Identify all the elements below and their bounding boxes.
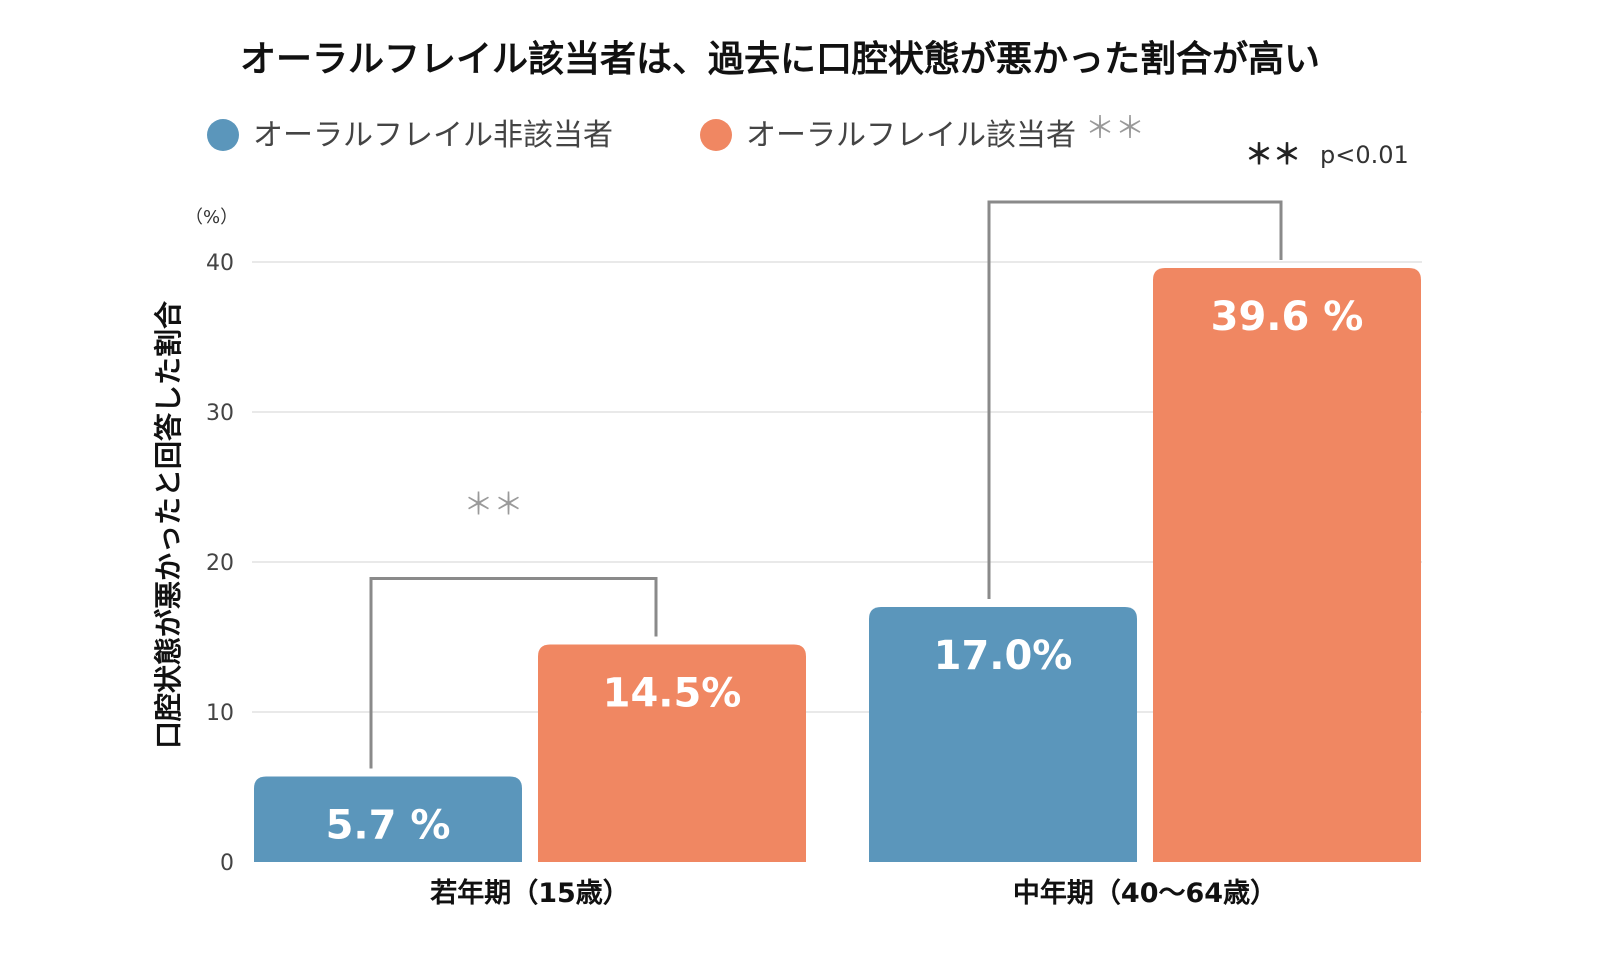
- legend-label-frail: オーラルフレイル該当者: [746, 118, 1076, 153]
- x-axis-categories: 若年期（15歳） 中年期（40〜64歳）: [430, 877, 1277, 909]
- x-category-label: 若年期（15歳）: [430, 877, 630, 909]
- data-label: 5.7 %: [326, 803, 451, 849]
- significance-mark: ＊＊: [464, 488, 524, 523]
- data-label: 14.5%: [603, 671, 742, 717]
- data-label: 17.0%: [934, 633, 1073, 679]
- legend-marker-frail: [700, 119, 732, 151]
- chart-title: オーラルフレイル該当者は、過去に口腔状態が悪かった割合が高い: [240, 39, 1320, 80]
- bar: [1153, 268, 1421, 862]
- y-axis-label: 口腔状態が悪かったと回答した割合: [152, 300, 185, 749]
- significance-brackets: ＊＊ ＊＊: [369, 111, 1283, 769]
- significance-mark: ＊＊: [1085, 111, 1145, 146]
- x-category-label: 中年期（40〜64歳）: [1013, 877, 1277, 909]
- y-tick-label: 30: [206, 401, 234, 426]
- bar: [538, 644, 806, 862]
- legend-marker-non-frail: [207, 119, 239, 151]
- legend-label-non-frail: オーラルフレイル非該当者: [253, 118, 613, 153]
- significance-note-mark: ＊＊: [1245, 138, 1301, 171]
- y-axis-ticks: 0 10 20 30 40: [206, 251, 234, 876]
- significance-bracket: [369, 577, 658, 769]
- y-tick-label: 20: [206, 551, 234, 576]
- y-tick-label: 10: [206, 701, 234, 726]
- y-tick-label: 40: [206, 251, 234, 276]
- significance-note-text: p<0.01: [1320, 141, 1409, 169]
- bar-labels: 5.7 % 14.5% 17.0% 39.6 %: [326, 294, 1364, 849]
- legend: オーラルフレイル非該当者 オーラルフレイル該当者: [207, 118, 1076, 153]
- significance-note: ＊＊ p<0.01: [1245, 138, 1409, 171]
- y-axis-unit: （%）: [185, 207, 238, 228]
- y-tick-label: 0: [220, 851, 234, 876]
- bar: [254, 776, 522, 862]
- significance-bracket: [987, 200, 1283, 599]
- data-label: 39.6 %: [1211, 294, 1364, 340]
- bars: [254, 268, 1421, 862]
- bar: [869, 607, 1137, 862]
